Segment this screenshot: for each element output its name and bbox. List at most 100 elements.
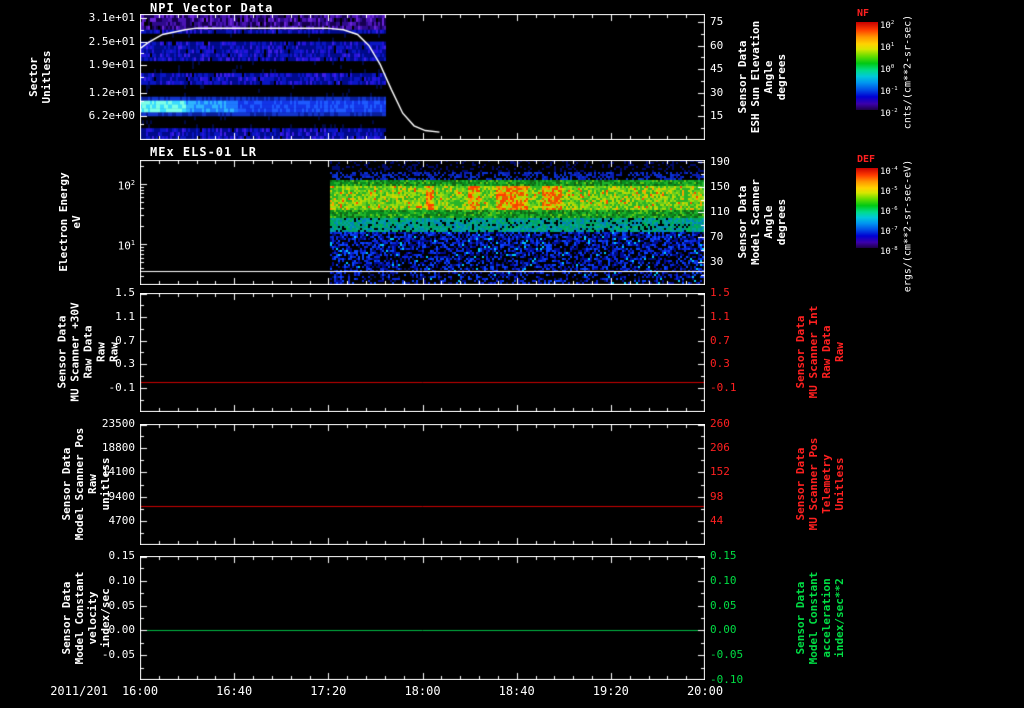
panel2-spectrogram-canvas xyxy=(140,160,705,285)
axis-label-line: index/sec xyxy=(99,588,112,648)
nf-colorbar-title: NF xyxy=(857,8,870,19)
y-tick-label: -0.05 xyxy=(710,648,744,662)
axis-label-line: MU Scanner Int xyxy=(807,305,820,399)
y-tick-label: -0.05 xyxy=(101,648,135,662)
axis-label-line: Model Scanner xyxy=(749,178,762,266)
axis-label-line: eV xyxy=(70,215,83,229)
axis-label-line: MU Scanner Pos xyxy=(807,437,820,531)
y-tick-label: 1.5 xyxy=(710,286,730,299)
axis-label-line: Unitless xyxy=(40,50,53,104)
axis-label-line: Sensor Data xyxy=(736,185,749,259)
colorbar-tick-label: 10-8 xyxy=(880,246,898,257)
axis-label-line: Model Constant xyxy=(807,571,820,665)
y-tick-label: -0.1 xyxy=(108,381,136,395)
panel2-right-axis-label: Sensor Data Model Scanner Angle degrees xyxy=(736,179,788,265)
x-tick-label: 19:20 xyxy=(592,684,629,698)
colorbar-tick-label: 102 xyxy=(880,20,895,31)
axis-label-line: Unitless xyxy=(833,457,846,511)
colorbar-tick-label: 10-6 xyxy=(880,206,898,217)
axis-label-line: ESH Sun Elevation xyxy=(749,20,762,134)
y-tick-label: 0.00 xyxy=(108,623,136,637)
panel5-left-axis-label: Sensor Data Model Constant velocity index/s… xyxy=(60,572,112,665)
y-tick-label: 14100 xyxy=(101,465,135,479)
axis-label-line: Sensor Data xyxy=(60,581,73,655)
axis-label-line: Raw xyxy=(833,342,846,362)
colorbar-tick-label: 101 xyxy=(880,42,895,53)
y-tick-label: 4700 xyxy=(108,513,136,527)
y-tick-label: 110 xyxy=(710,205,730,219)
y-tick-label: 60 xyxy=(710,38,724,52)
y-tick-label: 2.5e+01 xyxy=(88,34,135,48)
colorbar-tick-label: 10-4 xyxy=(880,166,898,177)
axis-label-line: index/sec**2 xyxy=(833,578,846,658)
y-tick-label: -0.10 xyxy=(710,673,744,686)
y-tick-label: -0.1 xyxy=(710,381,737,395)
x-tick-label: 18:00 xyxy=(404,684,441,698)
y-tick-label: 23500 xyxy=(101,417,135,430)
y-tick-label: 1.9e+01 xyxy=(88,58,135,72)
axis-label-line: MU Scanner +30V xyxy=(68,302,82,402)
x-axis-date-label: 2011/201 xyxy=(50,684,108,698)
y-tick-label: 0.15 xyxy=(108,549,136,562)
y-tick-label: 1.2e+01 xyxy=(88,85,135,99)
y-tick-label: 0.3 xyxy=(710,357,730,371)
axis-label-line: Raw xyxy=(86,474,99,494)
axis-label-line: Sensor Data xyxy=(794,315,807,389)
axis-label-line: Sector xyxy=(27,57,40,97)
axis-label-line: Angle xyxy=(762,60,775,94)
panel1-title: NPI Vector Data xyxy=(150,1,274,15)
axis-label-line: Sensor Data xyxy=(794,447,807,521)
y-tick-label: 206 xyxy=(710,441,730,455)
def-colorbar xyxy=(856,168,878,248)
colorbar-tick-label: 10-1 xyxy=(880,86,898,97)
y-tick-label: 0.7 xyxy=(710,333,730,347)
axis-label-line: Raw Data xyxy=(81,325,95,379)
y-tick-label: 15 xyxy=(710,109,724,123)
panel2-title: MEx ELS-01 LR xyxy=(150,145,257,159)
y-tick-label: 30 xyxy=(710,255,724,269)
y-tick-label: 75 xyxy=(710,14,724,28)
y-tick-label: 0.05 xyxy=(710,598,737,612)
panel3-left-axis-label: Sensor Data MU Scanner +30V Raw Data Raw Raw xyxy=(56,302,121,401)
panel4-right-axis-label: Sensor Data MU Scanner Pos Telemetry Unitle… xyxy=(794,438,846,531)
axis-label-line: Model Constant xyxy=(73,571,86,665)
panel1-spectrogram-canvas xyxy=(140,14,705,140)
axis-label-line: Telemetry xyxy=(820,454,833,514)
axis-label-line: Model Scanner Pos xyxy=(73,427,86,541)
axis-label-line: Sensor Data xyxy=(55,315,69,389)
y-tick-label: 0.3 xyxy=(115,357,135,371)
axis-label-line: degrees xyxy=(775,198,788,246)
y-tick-label: 0.10 xyxy=(710,573,737,587)
panel1-right-axis-label: Sensor Data ESH Sun Elevation Angle degrees xyxy=(736,21,788,134)
y-tick-label: 0.15 xyxy=(710,549,737,562)
y-tick-label: 30 xyxy=(710,85,724,99)
panel5-right-axis-label: Sensor Data Model Constant acceleration ind… xyxy=(794,572,846,665)
colorbar-tick-label: 10-5 xyxy=(880,186,898,197)
y-tick-label: 101 xyxy=(117,239,135,253)
axis-label-line: Raw xyxy=(94,342,108,362)
y-tick-label: 102 xyxy=(117,178,135,193)
nf-colorbar xyxy=(856,22,878,110)
axis-label-line: unitless xyxy=(99,457,112,511)
axis-label-line: velocity xyxy=(86,591,99,645)
panel1-left-axis-label: Sector Unitless xyxy=(27,51,53,104)
y-tick-label: 0.10 xyxy=(108,573,136,587)
panel5-line-canvas xyxy=(140,556,705,680)
y-tick-label: 0.00 xyxy=(710,623,737,637)
x-tick-label: 20:00 xyxy=(686,684,724,698)
axis-label-line: Raw xyxy=(107,342,121,362)
y-tick-label: 150 xyxy=(710,180,730,193)
panel2-left-axis-label: Electron Energy eV xyxy=(57,172,83,271)
axis-label-line: degrees xyxy=(775,53,788,101)
y-tick-label: 1.5 xyxy=(115,286,135,299)
y-tick-label: 9400 xyxy=(108,489,136,503)
axis-label-line: Raw Data xyxy=(820,325,833,379)
y-tick-label: 0.05 xyxy=(108,598,136,612)
def-colorbar-title: DEF xyxy=(857,154,876,165)
y-tick-label: 3.1e+01 xyxy=(88,10,135,24)
x-tick-label: 17:20 xyxy=(310,684,347,698)
panel4-line-canvas xyxy=(140,424,705,545)
x-tick-label: 16:40 xyxy=(216,684,253,698)
axis-label-line: Sensor Data xyxy=(794,581,807,655)
